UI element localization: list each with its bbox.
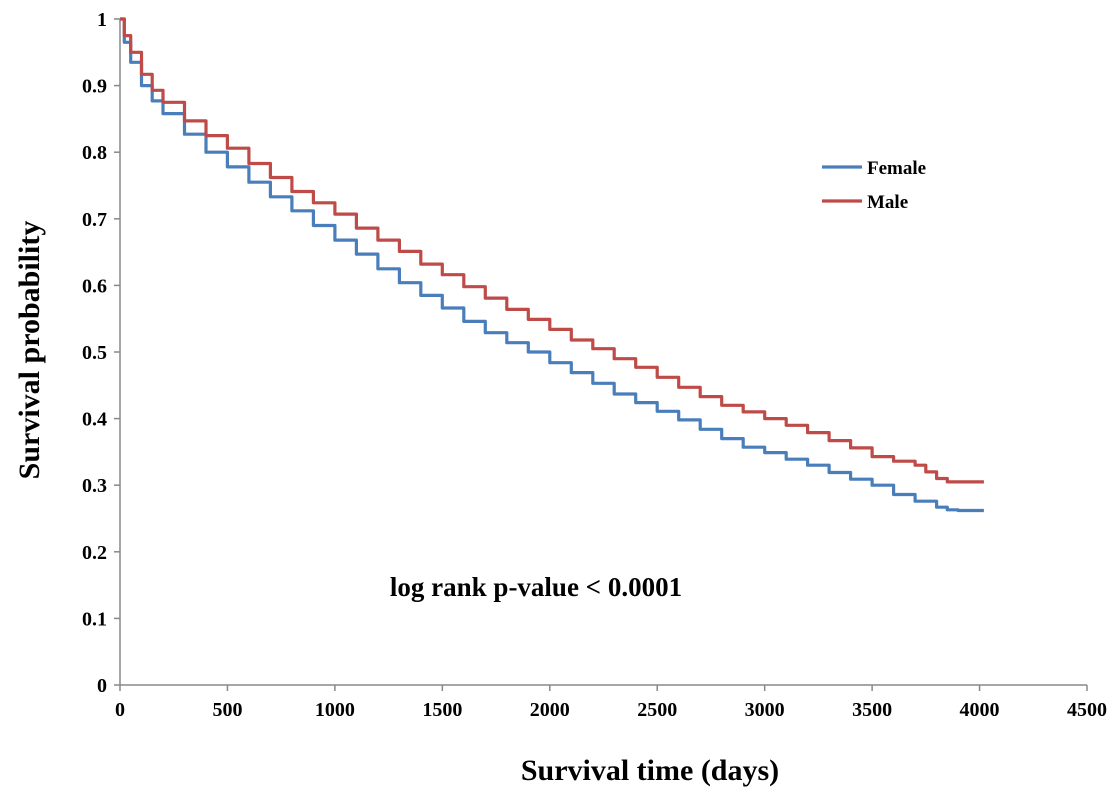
y-tick-label: 0.5 <box>82 342 107 364</box>
legend: Female Male <box>822 158 926 213</box>
y-tick-label: 0 <box>97 675 107 697</box>
x-tick-label: 3000 <box>745 699 785 721</box>
series-layer <box>120 17 984 513</box>
y-tick-label: 0.8 <box>82 142 107 164</box>
y-tick-label: 0.1 <box>82 608 107 630</box>
y-tick-label: 0.4 <box>82 409 107 431</box>
x-tick-label: 500 <box>212 699 242 721</box>
legend-label-male: Male <box>867 192 908 213</box>
x-tick-label: 4000 <box>960 699 1000 721</box>
y-tick-label: 1 <box>97 9 107 31</box>
log-rank-annotation: log rank p-value < 0.0001 <box>390 572 682 602</box>
axes-layer: 0 500 1000 1500 2000 2500 3000 3500 4000 4500 0 0.1… <box>82 9 1107 721</box>
y-tick-label: 0.3 <box>82 475 107 497</box>
series-line-male <box>120 17 984 484</box>
x-tick-label: 1000 <box>315 699 355 721</box>
x-tick-label: 3500 <box>852 699 892 721</box>
y-tick-label: 0.2 <box>82 542 107 564</box>
y-tick-label: 0.6 <box>82 275 107 297</box>
legend-label-female: Female <box>867 158 926 179</box>
x-tick-label: 4500 <box>1067 699 1107 721</box>
x-tick-label: 1500 <box>422 699 462 721</box>
y-tick-label: 0.7 <box>82 209 107 231</box>
x-tick-label: 2500 <box>637 699 677 721</box>
x-tick-label: 2000 <box>530 699 570 721</box>
series-line-female <box>120 17 984 513</box>
x-axis-title: Survival time (days) <box>521 754 779 787</box>
y-tick-label: 0.9 <box>82 76 107 98</box>
y-axis-title: Survival probability <box>13 221 46 480</box>
x-tick-label: 0 <box>115 699 125 721</box>
